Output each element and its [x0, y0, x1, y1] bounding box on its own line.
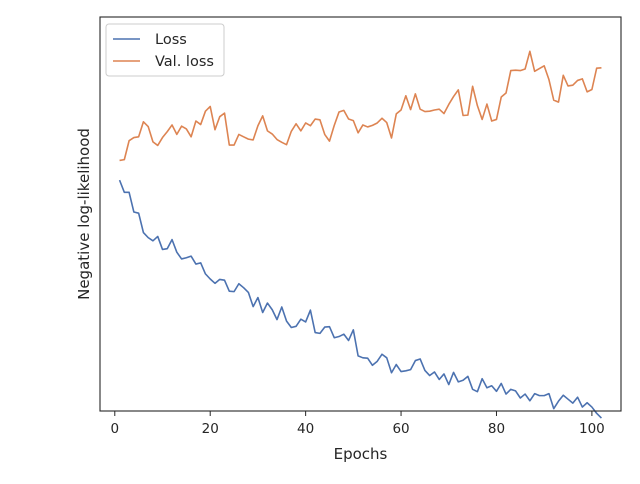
legend: Loss Val. loss	[105, 23, 225, 77]
x-tick-label: 100	[579, 421, 605, 437]
series-layer	[118, 50, 603, 419]
plot-area-frame	[99, 16, 622, 412]
series-line-loss	[118, 179, 603, 419]
x-tick-label: 20	[202, 421, 219, 437]
series-line-val-loss	[119, 50, 602, 162]
x-tick-label: 60	[392, 421, 409, 437]
legend-box	[105, 23, 225, 77]
x-axis-label: Epochs	[334, 445, 388, 463]
x-axis-ticks: 0 20 40 60 80 100	[110, 411, 605, 437]
legend-label-loss: Loss	[155, 32, 187, 48]
x-tick-label: 80	[488, 421, 505, 437]
legend-label-val-loss: Val. loss	[155, 54, 214, 70]
x-tick-label: 0	[110, 421, 119, 437]
x-tick-label: 40	[297, 421, 314, 437]
y-axis-label: Negative log-likelihood	[75, 128, 93, 300]
